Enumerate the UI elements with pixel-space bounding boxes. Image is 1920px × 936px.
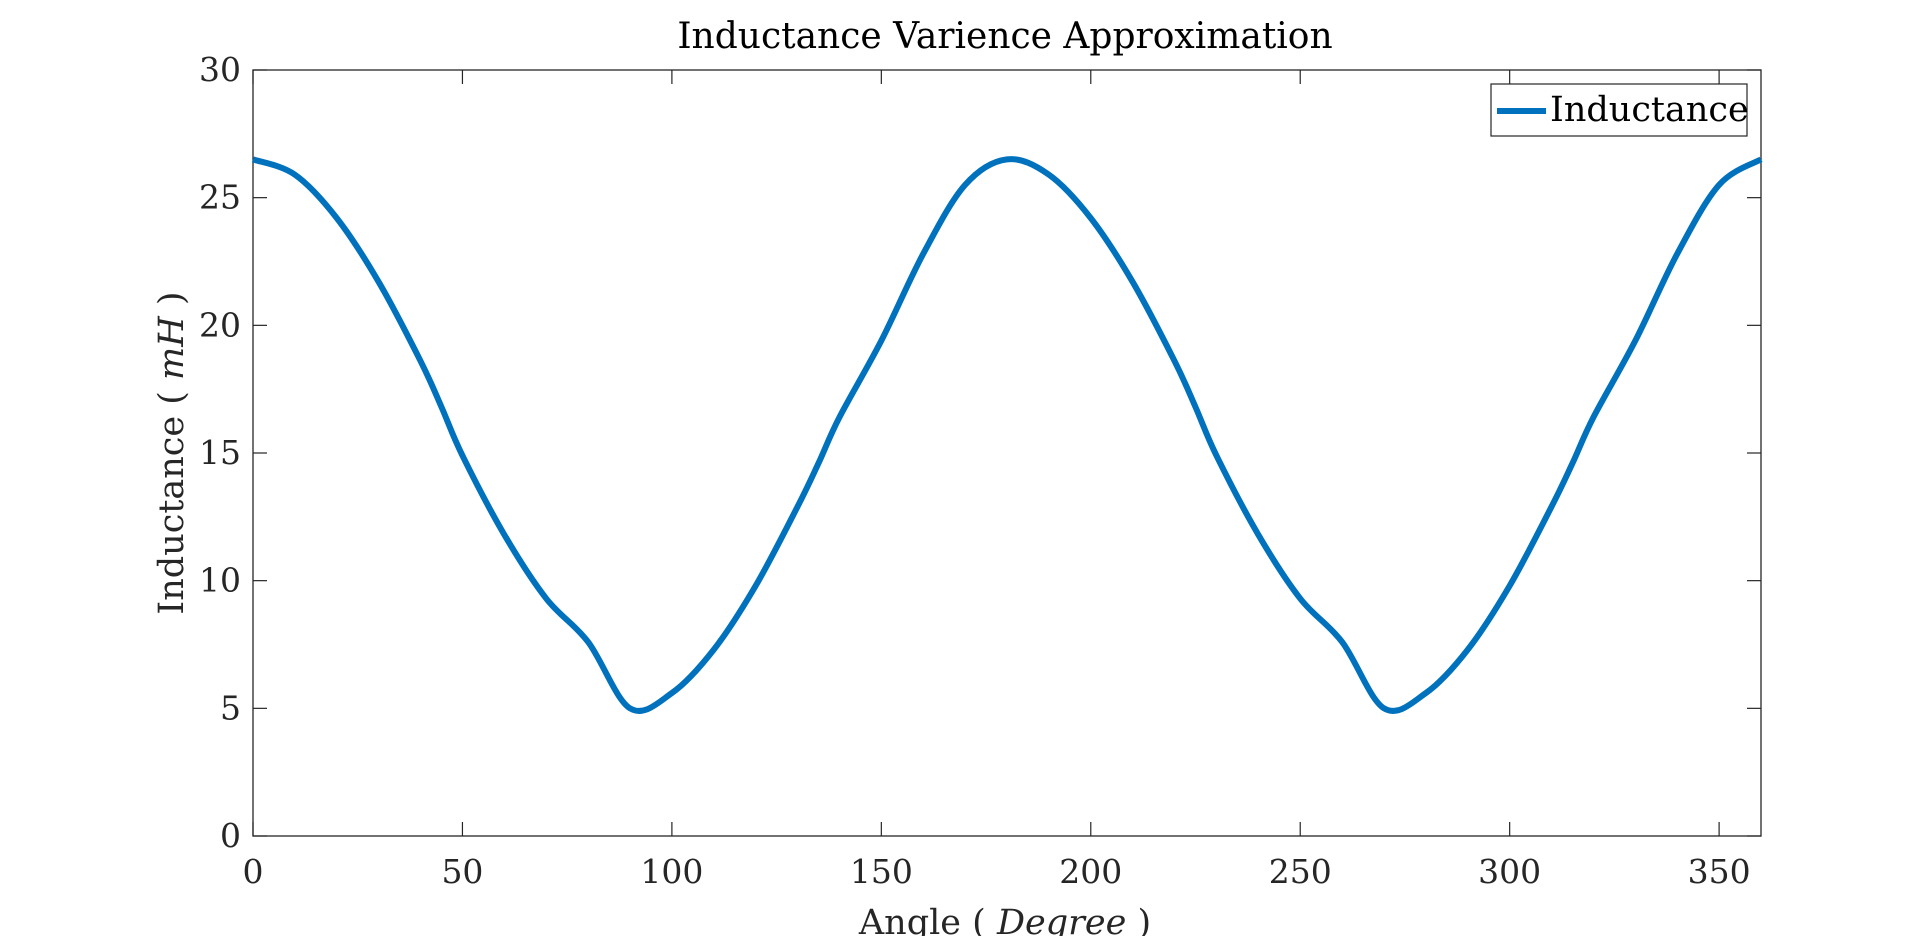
y-tick-label-5: 5 bbox=[220, 688, 241, 727]
y-axis-label: Inductance ( mH ) bbox=[152, 291, 192, 614]
x-axis-label-close-paren: ) bbox=[1137, 903, 1151, 936]
x-axis-label-open-paren: ( bbox=[972, 903, 986, 936]
x-axis: 0 50 100 150 200 250 300 350 bbox=[243, 70, 1751, 891]
x-tick-label-250: 250 bbox=[1269, 852, 1332, 891]
y-tick-label-30: 30 bbox=[199, 50, 241, 89]
y-tick-label-0: 0 bbox=[220, 816, 241, 855]
y-axis-label-open-paren: ( bbox=[152, 391, 192, 405]
x-tick-label-100: 100 bbox=[640, 852, 703, 891]
x-tick-label-350: 350 bbox=[1688, 852, 1751, 891]
y-axis: 0 5 10 15 20 25 30 bbox=[199, 50, 1761, 855]
x-tick-label-0: 0 bbox=[243, 852, 264, 891]
x-tick-label-150: 150 bbox=[850, 852, 913, 891]
y-tick-label-25: 25 bbox=[199, 178, 241, 217]
x-tick-label-50: 50 bbox=[441, 852, 483, 891]
series-layer bbox=[251, 156, 1763, 714]
x-axis-label: Angle ( Degree ) bbox=[858, 903, 1151, 936]
y-axis-label-text: Inductance bbox=[152, 416, 192, 615]
y-tick-label-15: 15 bbox=[199, 433, 241, 472]
y-tick-label-20: 20 bbox=[199, 305, 241, 344]
y-axis-label-close-paren: ) bbox=[152, 291, 192, 305]
chart-title: Inductance Varience Approximation bbox=[677, 16, 1332, 57]
plot-area bbox=[252, 69, 1762, 837]
x-axis-label-text: Angle bbox=[858, 903, 961, 936]
y-tick-label-10: 10 bbox=[199, 561, 241, 600]
legend-label-inductance: Inductance bbox=[1550, 90, 1749, 130]
x-tick-label-200: 200 bbox=[1059, 852, 1122, 891]
y-axis-label-unit: mH bbox=[152, 315, 192, 380]
x-axis-label-unit: Degree bbox=[996, 903, 1126, 936]
legend: Inductance bbox=[1490, 83, 1749, 137]
series-line-inductance bbox=[251, 156, 1763, 714]
x-tick-label-300: 300 bbox=[1478, 852, 1541, 891]
